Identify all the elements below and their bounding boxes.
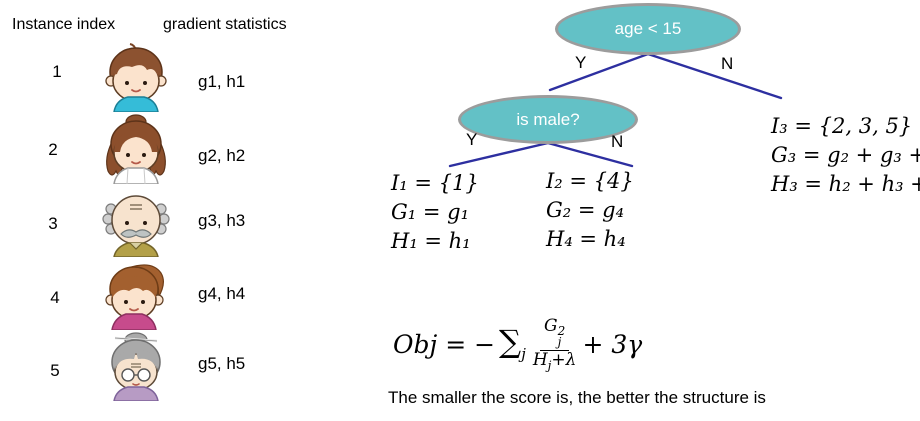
leaf-2-g-sum: G₂ = g₄ [546, 198, 625, 222]
sum-symbol: ∑j [499, 324, 526, 364]
leaf-1-g-sum: G₁ = g₁ [391, 200, 470, 224]
instance-1-gradient-stats: g1, h1 [198, 72, 246, 91]
formula-prefix: Obj = − [393, 330, 496, 360]
tree-node-age: age < 15 [555, 3, 741, 55]
child-branch-no-label: N [611, 132, 624, 151]
tree-node-is-male: is male? [458, 95, 638, 144]
girl-avatar [99, 114, 173, 189]
instance-4-gradient-stats: g4, h4 [198, 284, 246, 303]
instance-5-index: 5 [50, 361, 60, 380]
child-branch-yes-label: Y [466, 130, 478, 149]
instance-5-gradient-stats: g5, h5 [198, 354, 246, 373]
instance-3-index: 3 [48, 214, 58, 233]
leaf-3-instances: I₃ = {2, 3, 5} [771, 114, 913, 138]
leaf-3-g-sum: G₃ = g₂ + g₃ + g₅ [771, 143, 920, 167]
leaf-2-stats: I₂ = {4} G₂ = g₄ H₄ = h₄ [546, 167, 634, 254]
tree-node-is-male-label: is male? [516, 109, 580, 129]
leaf-2-h-sum: H₄ = h₄ [546, 227, 626, 251]
root-branch-no-label: N [721, 54, 734, 73]
boy-avatar [99, 42, 173, 117]
instance-1-index: 1 [52, 62, 62, 81]
leaf-1-instances: I₁ = {1} [391, 171, 479, 195]
tree-node-age-label: age < 15 [614, 19, 682, 38]
old-man-avatar [99, 187, 173, 262]
leaf-1-h-sum: H₁ = h₁ [391, 229, 471, 253]
fraction-denominator: Hj+λ [532, 349, 577, 372]
woman-avatar [99, 260, 173, 335]
root-branch-yes-label: Y [575, 53, 587, 72]
formula-suffix: + 3γ [582, 330, 643, 360]
leaf-3-h-sum: H₃ = h₂ + h₃ + h₅ [771, 172, 920, 196]
grandma-avatar [99, 331, 173, 406]
gradient-statistics-header: gradient statistics [163, 16, 287, 33]
score-caption: The smaller the score is, the better the… [388, 388, 766, 407]
leaf-3-stats: I₃ = {2, 3, 5} G₃ = g₂ + g₃ + g₅ H₃ = h₂… [771, 112, 920, 199]
instance-3-gradient-stats: g3, h3 [198, 211, 246, 230]
leaf-2-instances: I₂ = {4} [546, 169, 634, 193]
leaf-1-stats: I₁ = {1} G₁ = g₁ H₁ = h₁ [391, 169, 479, 256]
instance-4-index: 4 [50, 288, 60, 307]
instance-index-header: Instance index [12, 16, 116, 33]
instance-2-index: 2 [48, 140, 58, 159]
instance-2-gradient-stats: g2, h2 [198, 146, 246, 165]
